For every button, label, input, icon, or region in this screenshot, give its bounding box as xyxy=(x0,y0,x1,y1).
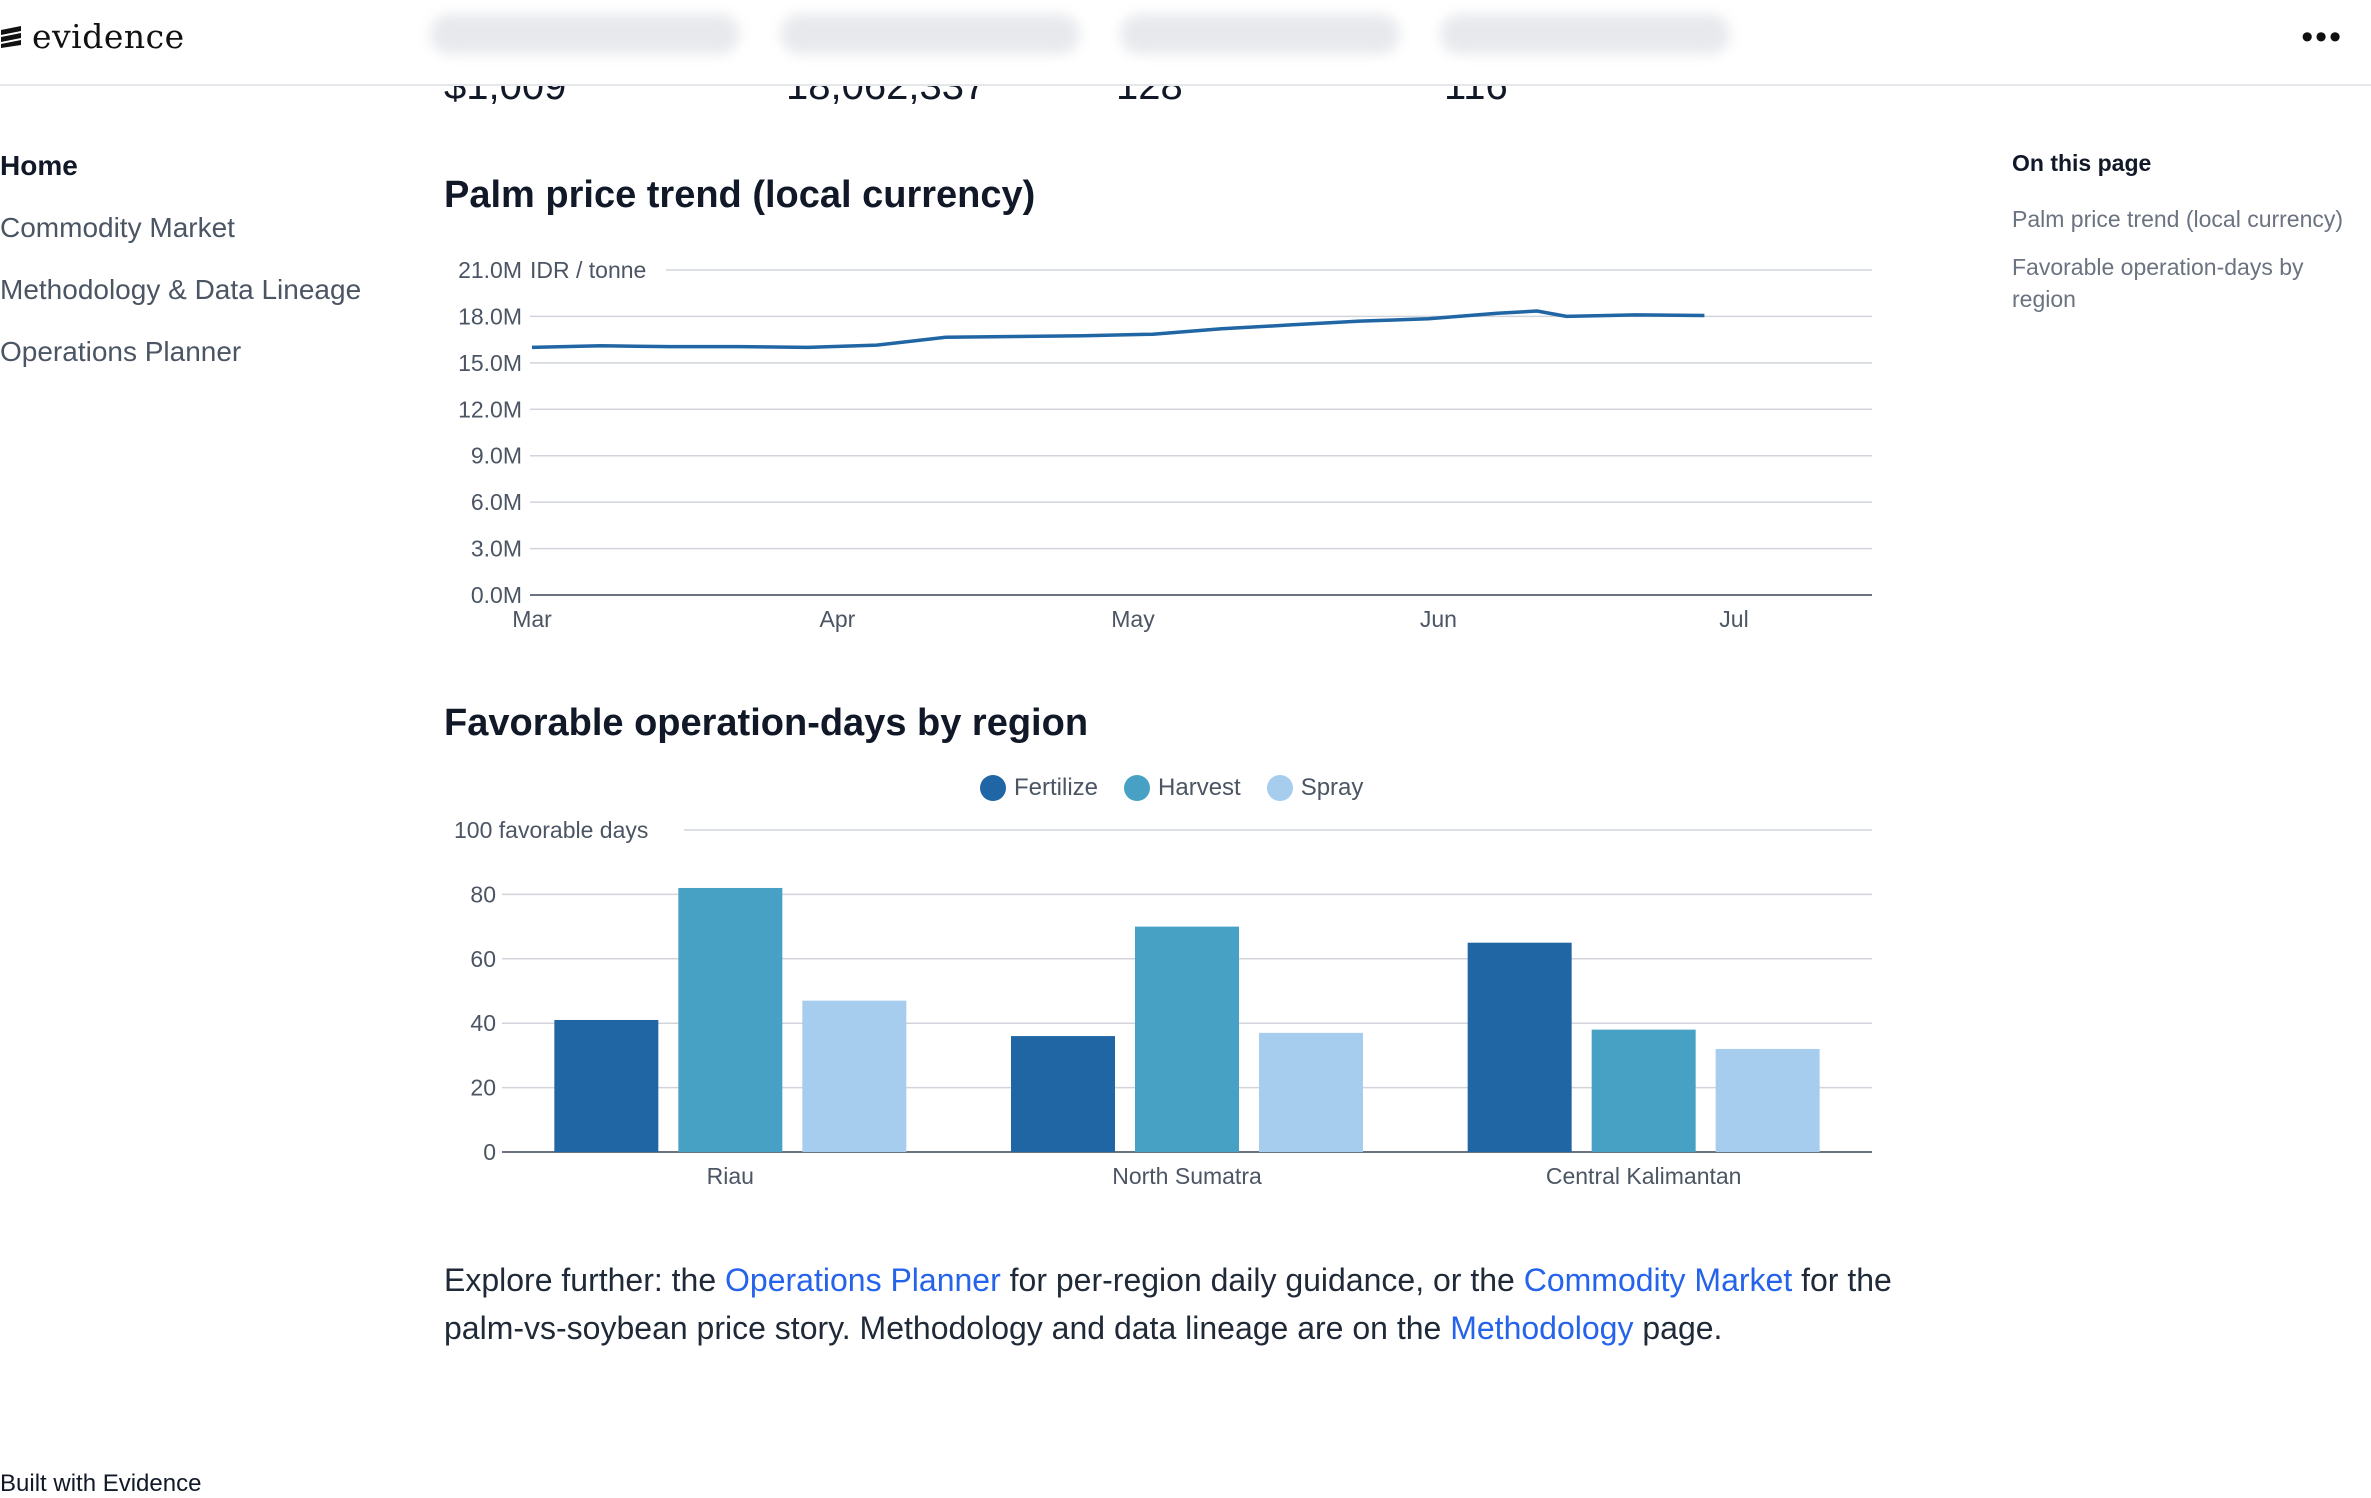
price-line xyxy=(531,309,1705,350)
sidebar-item-home[interactable]: Home xyxy=(0,150,78,181)
y-tick-label: 0.0M xyxy=(471,582,522,608)
legend-label: Fertilize xyxy=(1014,774,1099,801)
toc-link-price-trend[interactable]: Palm price trend (local currency) xyxy=(2012,206,2344,232)
bar-spray xyxy=(1259,1032,1363,1152)
y-axis-label: 100 favorable days xyxy=(454,817,648,843)
logo[interactable]: evidence xyxy=(0,14,185,58)
bar-fertilize xyxy=(1467,942,1572,1152)
legend-swatch xyxy=(980,775,1006,801)
bar-fertilize xyxy=(554,1019,659,1152)
toc-link-operation-days[interactable]: Favorable operation-days by region xyxy=(2012,254,2304,312)
sidebar-item-operations-planner[interactable]: Operations Planner xyxy=(0,336,242,367)
y-tick-label: 40 xyxy=(470,1010,496,1036)
toc-heading: On this page xyxy=(2012,150,2152,176)
evidence-logo-icon xyxy=(1,26,21,48)
bar-spray xyxy=(802,1000,907,1152)
paragraph-text: for the palm-vs-soybean price story. Met… xyxy=(444,1262,1892,1346)
blurred-tab xyxy=(1440,14,1730,54)
operation-days-heading: Favorable operation-days by region xyxy=(444,702,1089,744)
y-axis-label: IDR / tonne xyxy=(530,257,646,283)
bar-harvest xyxy=(1591,1029,1696,1152)
top-bar: evidence ••• xyxy=(0,0,2371,86)
x-tick-label: Central Kalimantan xyxy=(1546,1163,1742,1189)
bar-fertilize xyxy=(1011,1036,1115,1152)
y-tick-label: 12.0M xyxy=(458,396,522,422)
blurred-tab xyxy=(1120,14,1400,54)
legend-swatch xyxy=(1124,775,1151,801)
sidebar-item-commodity-market[interactable]: Commodity Market xyxy=(0,212,235,243)
paragraph-text: Explore further: the xyxy=(444,1262,726,1298)
y-tick-label: 18.0M xyxy=(458,303,522,329)
footer-credit[interactable]: Built with Evidence xyxy=(0,1470,202,1497)
sidebar-nav: Home Commodity Market Methodology & Data… xyxy=(0,150,400,398)
blurred-tab xyxy=(780,14,1080,54)
y-tick-label: 6.0M xyxy=(471,489,522,515)
explore-paragraph: Explore further: the Operations Planner … xyxy=(444,1256,1904,1352)
bar-spray xyxy=(1715,1048,1820,1152)
paragraph-text: for per-region daily guidance, or the xyxy=(1000,1262,1524,1298)
y-tick-label: 9.0M xyxy=(471,443,522,469)
operations-planner-link[interactable]: Operations Planner xyxy=(725,1262,1001,1298)
legend-swatch xyxy=(1266,775,1293,801)
legend-item-spray[interactable]: Spray xyxy=(1266,774,1364,802)
y-tick-label: 21.0M xyxy=(458,257,522,283)
x-tick-label: May xyxy=(1111,606,1155,632)
y-tick-label: 0 xyxy=(483,1139,496,1165)
y-tick-label: 20 xyxy=(470,1075,496,1101)
y-tick-label: 15.0M xyxy=(458,350,522,376)
x-tick-label: Apr xyxy=(820,606,856,632)
legend-label: Harvest xyxy=(1158,774,1241,801)
bar-harvest xyxy=(678,887,783,1152)
operation-days-chart: 0 20 40 60 80 100 favorable days Riau North Sum… xyxy=(454,817,1872,1189)
x-tick-label: Riau xyxy=(707,1163,754,1189)
table-of-contents: On this page Palm price trend (local cur… xyxy=(2012,150,2352,331)
blurred-tab xyxy=(430,14,740,54)
legend-item-harvest[interactable]: Harvest xyxy=(1124,774,1241,802)
y-tick-label: 60 xyxy=(470,946,496,972)
x-tick-label: Jul xyxy=(1719,606,1748,632)
paragraph-text: page. xyxy=(1633,1310,1723,1346)
bar-harvest xyxy=(1135,926,1239,1152)
chart-legend: Fertilize Harvest Spray xyxy=(980,774,1363,802)
x-tick-label: North Sumatra xyxy=(1112,1163,1262,1189)
x-tick-label: Mar xyxy=(512,606,552,632)
commodity-market-link[interactable]: Commodity Market xyxy=(1523,1262,1793,1298)
more-menu-icon[interactable]: ••• xyxy=(2301,18,2343,56)
methodology-link[interactable]: Methodology xyxy=(1450,1310,1634,1346)
y-tick-label: 80 xyxy=(470,881,496,907)
price-trend-heading: Palm price trend (local currency) xyxy=(444,174,1036,216)
blurred-header-tabs xyxy=(430,14,1730,64)
legend-label: Spray xyxy=(1300,774,1364,801)
logo-text: evidence xyxy=(32,16,185,56)
x-tick-label: Jun xyxy=(1420,606,1457,632)
legend-item-fertilize[interactable]: Fertilize xyxy=(980,774,1098,802)
sidebar-item-methodology[interactable]: Methodology & Data Lineage xyxy=(0,274,362,305)
price-trend-chart: 0.0M 3.0M 6.0M 9.0M 12.0M 15.0M 18.0M 21.0M IDR … xyxy=(458,257,1872,632)
y-tick-label: 3.0M xyxy=(471,536,522,562)
